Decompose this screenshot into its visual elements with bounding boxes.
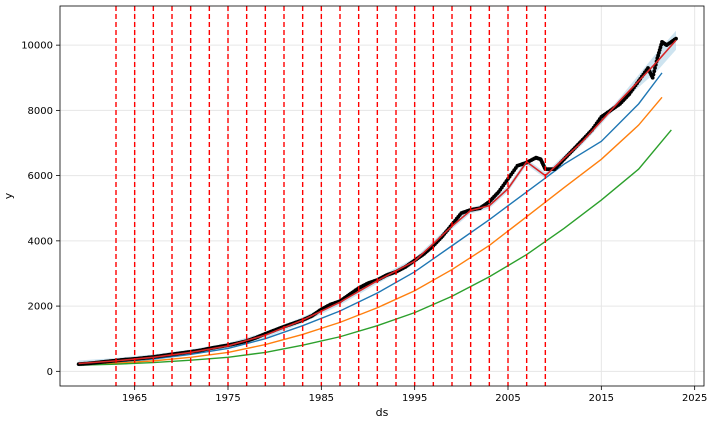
data-point (653, 66, 657, 70)
x-tick-label: 2015 (589, 393, 614, 404)
data-point (650, 75, 655, 80)
y-tick-label: 4000 (28, 236, 53, 247)
y-tick-label: 2000 (28, 302, 53, 313)
grid-lines (60, 6, 704, 386)
x-axis-ticks: 1965 1975 1985 1995 2005 2015 2025 (122, 386, 707, 404)
series-line-2 (78, 96, 663, 366)
x-tick-label: 1975 (215, 393, 240, 404)
y-tick-label: 8000 (28, 106, 53, 117)
plot-frame (59, 5, 705, 387)
data-point (651, 72, 656, 77)
fit-line (78, 39, 677, 365)
y-tick-label: 0 (47, 367, 53, 378)
series-line-3 (78, 129, 672, 366)
trend-fit-line (78, 39, 677, 365)
series-line-1 (78, 72, 663, 365)
changepoint-lines (115, 6, 547, 386)
data-point (674, 36, 678, 41)
series-lines (78, 72, 672, 366)
x-tick-label: 2025 (682, 393, 707, 404)
x-tick-label: 1985 (309, 393, 334, 404)
x-axis-label: ds (376, 406, 389, 419)
y-axis-ticks: 0 2000 4000 6000 8000 10000 (21, 41, 60, 378)
x-tick-label: 2005 (495, 393, 520, 404)
y-tick-label: 6000 (28, 171, 53, 182)
data-point (652, 69, 657, 74)
x-tick-label: 1995 (402, 393, 427, 404)
y-axis-label: y (2, 192, 15, 199)
x-tick-label: 1965 (122, 393, 147, 404)
y-tick-label: 10000 (21, 41, 53, 52)
